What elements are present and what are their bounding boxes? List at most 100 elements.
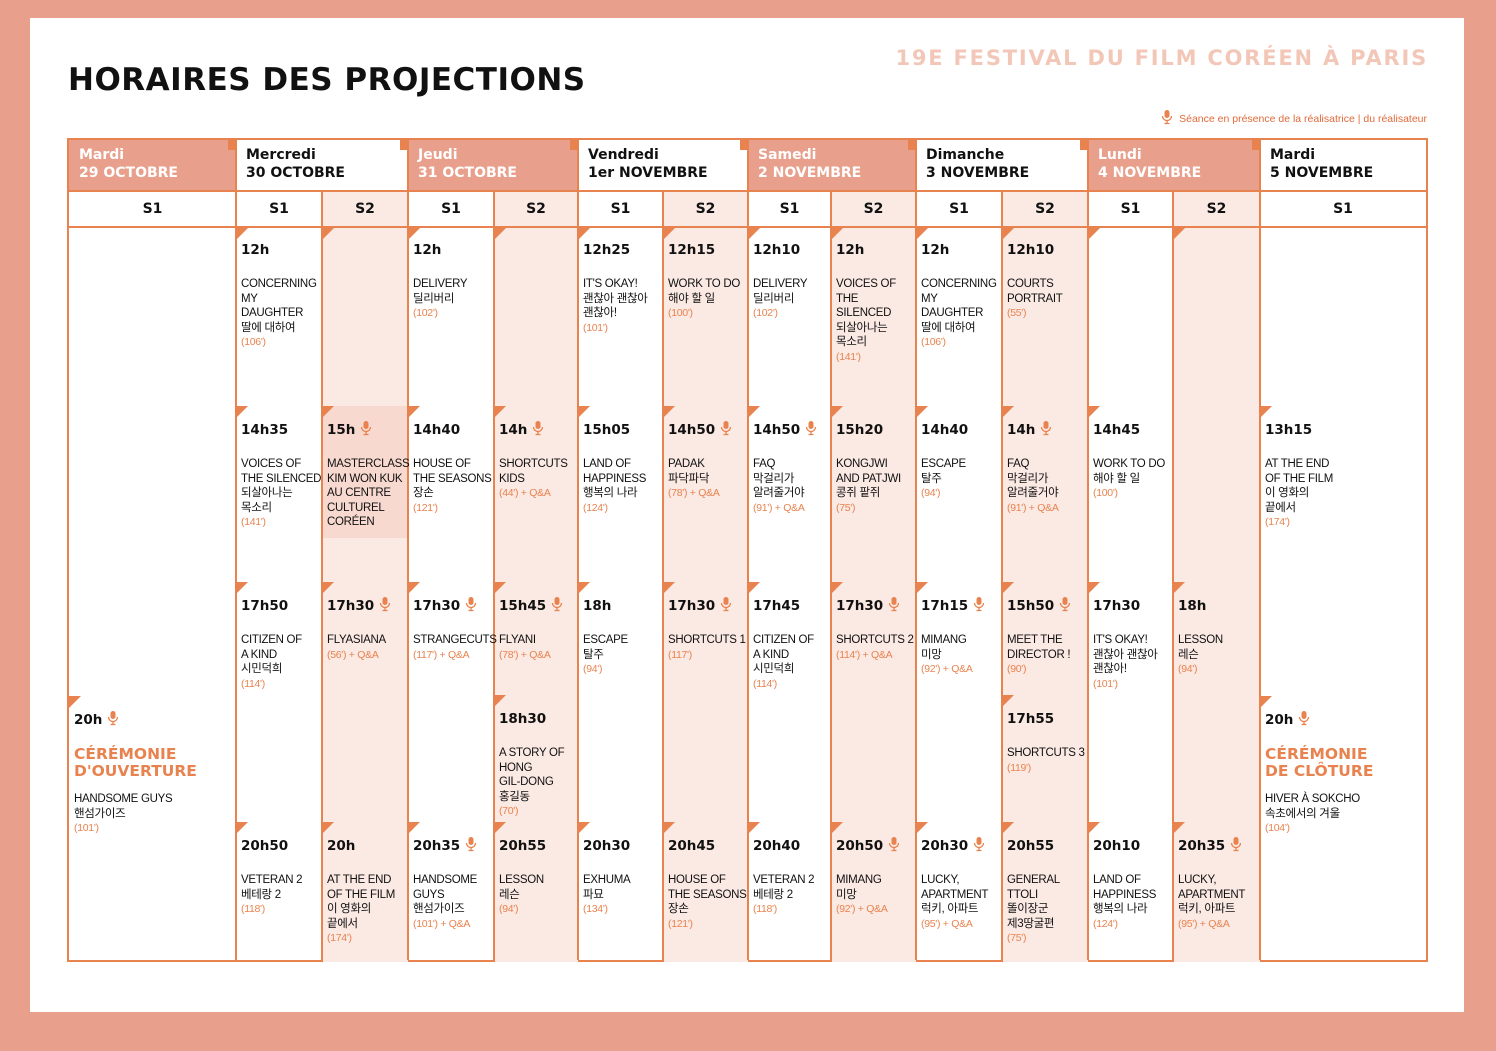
screening-slot[interactable]: 20h35 LUCKY, APARTMENT 럭키, 아파트 (95') + Q&A: [1173, 822, 1260, 932]
screening-slot[interactable]: 12h10 COURTS PORTRAIT (55'): [1002, 226, 1088, 321]
screening-slot[interactable]: 12h CONCERNING MY DAUGHTER 딸에 대하여 (106'): [236, 226, 322, 350]
day-header: Lundi 4 NOVEMBRE: [1088, 140, 1260, 190]
screening-slot[interactable]: 17h30 SHORTCUTS 1 (117'): [663, 582, 748, 663]
ceremony-slot[interactable]: 20h CÉRÉMONIE D'OUVERTURE HANDSOME GUYS 핸섬가이…: [69, 696, 236, 836]
slot-corner: [663, 582, 675, 594]
screening-slot[interactable]: 20h AT THE END OF THE FILM 이 영화의 끝에서 (174'): [322, 822, 408, 946]
header-tick: [228, 140, 236, 150]
screening-slot[interactable]: 14h40 ESCAPE 탈주 (94'): [916, 406, 1002, 501]
slot-corner: [916, 582, 928, 594]
row-corner: [1173, 228, 1185, 240]
screening-slot[interactable]: 13h15 AT THE END OF THE FILM 이 영화의 끝에서 (174'): [1260, 406, 1426, 530]
screening-slot[interactable]: 14h45 WORK TO DO 해야 할 일 (100'): [1088, 406, 1173, 501]
screening-slot[interactable]: 14h50 FAQ 막걸리가 알려줄거야 (91') + Q&A: [748, 406, 831, 516]
time-label: 17h30: [1093, 598, 1141, 614]
screening-time: 15h: [327, 421, 408, 438]
screening-slot[interactable]: 17h55 SHORTCUTS 3 (119'): [1002, 695, 1088, 776]
screening-slot[interactable]: 17h15 MIMANG 미망 (92') + Q&A: [916, 582, 1002, 677]
screening-time: 15h45: [499, 597, 578, 614]
film-duration: (75'): [836, 501, 856, 514]
screening-slot[interactable]: 20h30 LUCKY, APARTMENT 럭키, 아파트 (95') + Q&A: [916, 822, 1002, 932]
screening-slot[interactable]: 18h ESCAPE 탈주 (94'): [578, 582, 663, 677]
screening-slot[interactable]: 12h VOICES OF THE SILENCED 되살아나는 목소리 (141'): [831, 226, 916, 365]
time-label: 17h50: [241, 598, 289, 614]
slot-corner: [1002, 582, 1014, 594]
slot-corner: [663, 406, 675, 418]
film-title-line: THE SEASONS: [413, 472, 492, 485]
screening-slot[interactable]: 20h10 LAND OF HAPPINESS 행복의 나라 (124'): [1088, 822, 1173, 932]
screening-time: 14h40: [413, 422, 494, 438]
header-tick: [740, 140, 748, 150]
screening-slot[interactable]: 15h MASTERCLASS KIM WON KUK AU CENTRE CULTUR…: [322, 406, 410, 530]
ceremony-time: 20h: [74, 711, 236, 728]
film-duration: (101') + Q&A: [413, 917, 471, 930]
film-title-line: HOUSE OF: [668, 874, 726, 886]
screening-slot[interactable]: 20h40 VETERAN 2 베테랑 2 (118'): [748, 822, 831, 917]
screening-slot[interactable]: 20h35 HANDSOME GUYS 핸섬가이즈 (101') + Q&A: [408, 822, 494, 932]
slot-corner: [916, 406, 928, 418]
screening-slot[interactable]: 12h15 WORK TO DO 해야 할 일 (100'): [663, 226, 748, 321]
slot-corner: [236, 226, 248, 238]
film-info: AT THE END OF THE FILM 이 영화의 끝에서 (174'): [1265, 457, 1426, 530]
film-title-line: STRANGECUTS: [413, 634, 497, 646]
screening-slot[interactable]: 20h30 EXHUMA 파묘 (134'): [578, 822, 663, 917]
screening-slot[interactable]: 15h50 MEET THE DIRECTOR ! (90'): [1002, 582, 1088, 677]
screening-slot[interactable]: 17h30 STRANGECUTS (117') + Q&A: [408, 582, 497, 663]
film-title-line: GUYS: [413, 888, 445, 901]
film-title-line: AND PATJWI: [836, 472, 901, 485]
screening-slot[interactable]: 14h40 HOUSE OF THE SEASONS 장손 (121'): [408, 406, 494, 516]
screen-2-column-bg: [322, 190, 408, 962]
film-duration: (94'): [583, 663, 603, 675]
film-title-line: HANDSOME GUYS: [74, 793, 173, 805]
film-title-line: 제3땅굴편: [1007, 917, 1055, 930]
film-duration: (174'): [1265, 516, 1290, 528]
ceremony-slot[interactable]: 20h CÉRÉMONIE DE CLÔTURE HIVER À SOKCHO 속초에서…: [1260, 696, 1426, 836]
screen-header: S2: [695, 201, 716, 217]
screening-slot[interactable]: 15h20 KONGJWI AND PATJWI 콩쥐 팥쥐 (75'): [831, 406, 916, 516]
slot-corner: [408, 582, 420, 594]
screening-slot[interactable]: 18h30 A STORY OF HONG GIL-DONG 홍길동 (70'): [494, 695, 578, 819]
screening-slot[interactable]: 20h55 LESSON 레슨 (94'): [494, 822, 578, 917]
screening-slot[interactable]: 14h SHORTCUTS KIDS (44') + Q&A: [494, 406, 578, 501]
screen-2-column-bg: [663, 190, 748, 962]
screening-slot[interactable]: 17h30 FLYASIANA (56') + Q&A: [322, 582, 408, 663]
time-label: 12h10: [753, 242, 801, 258]
screening-slot[interactable]: 15h05 LAND OF HAPPINESS 행복의 나라 (124'): [578, 406, 663, 516]
screening-slot[interactable]: 17h45 CITIZEN OF A KIND 시민덕희 (114'): [748, 582, 831, 692]
screening-slot[interactable]: 18h LESSON 레슨 (94'): [1173, 582, 1260, 677]
screening-slot[interactable]: 14h35 VOICES OF THE SILENCED 되살아나는 목소리 (141'): [236, 406, 322, 530]
slot-corner: [322, 822, 334, 834]
screening-slot[interactable]: 17h30 IT'S OKAY! 괜찮아 괜찮아 괜찮아! (101'): [1088, 582, 1173, 692]
film-info: LUCKY, APARTMENT 럭키, 아파트 (95') + Q&A: [1178, 873, 1260, 932]
screening-slot[interactable]: 20h45 HOUSE OF THE SEASONS 장손 (121'): [663, 822, 748, 932]
film-info: LESSON 레슨 (94'): [1178, 633, 1260, 677]
film-duration: (92') + Q&A: [836, 903, 888, 915]
screening-slot[interactable]: 20h50 VETERAN 2 베테랑 2 (118'): [236, 822, 322, 917]
screening-slot[interactable]: 15h45 FLYANI (78') + Q&A: [494, 582, 578, 663]
film-title-line: 레슨: [499, 888, 520, 901]
film-title-line: 시민덕희: [241, 663, 283, 675]
time-label: 17h30: [327, 598, 375, 614]
slot-corner: [1088, 406, 1100, 418]
time-label: 12h: [921, 242, 950, 258]
screening-slot[interactable]: 12h DELIVERY 딜리버리 (102'): [408, 226, 494, 321]
screening-slot[interactable]: 20h50 MIMANG 미망 (92') + Q&A: [831, 822, 916, 917]
screening-slot[interactable]: 12h10 DELIVERY 딜리버리 (102'): [748, 226, 831, 321]
day-name: Mardi: [1270, 147, 1316, 163]
screening-slot[interactable]: 12h25 IT'S OKAY! 괜찮아 괜찮아 괜찮아! (101'): [578, 226, 663, 336]
screen-divider: [662, 190, 664, 962]
slot-corner: [1002, 406, 1014, 418]
screen-2-column-bg: [494, 190, 578, 962]
screening-slot[interactable]: 17h30 SHORTCUTS 2 (114') + Q&A: [831, 582, 916, 663]
film-title-line: 끝에서: [1265, 501, 1296, 514]
film-title-line: 레슨: [1178, 648, 1199, 661]
screening-slot[interactable]: 14h FAQ 막걸리가 알려줄거야 (91') + Q&A: [1002, 406, 1088, 516]
screening-slot[interactable]: 17h50 CITIZEN OF A KIND 시민덕희 (114'): [236, 582, 322, 692]
film-title-line: SHORTCUTS 2: [836, 634, 914, 646]
screening-slot[interactable]: 20h55 GENERAL TTOLI 똘이장군 제3땅굴편 (75'): [1002, 822, 1088, 946]
screening-slot[interactable]: 12h CONCERNING MY DAUGHTER 딸에 대하여 (106'): [916, 226, 1002, 350]
film-info: FLYASIANA (56') + Q&A: [327, 633, 408, 663]
film-info: DELIVERY 딜리버리 (102'): [753, 277, 831, 321]
screening-slot[interactable]: 14h50 PADAK 파닥파닥 (78') + Q&A: [663, 406, 748, 501]
time-label: 17h30: [668, 598, 716, 614]
